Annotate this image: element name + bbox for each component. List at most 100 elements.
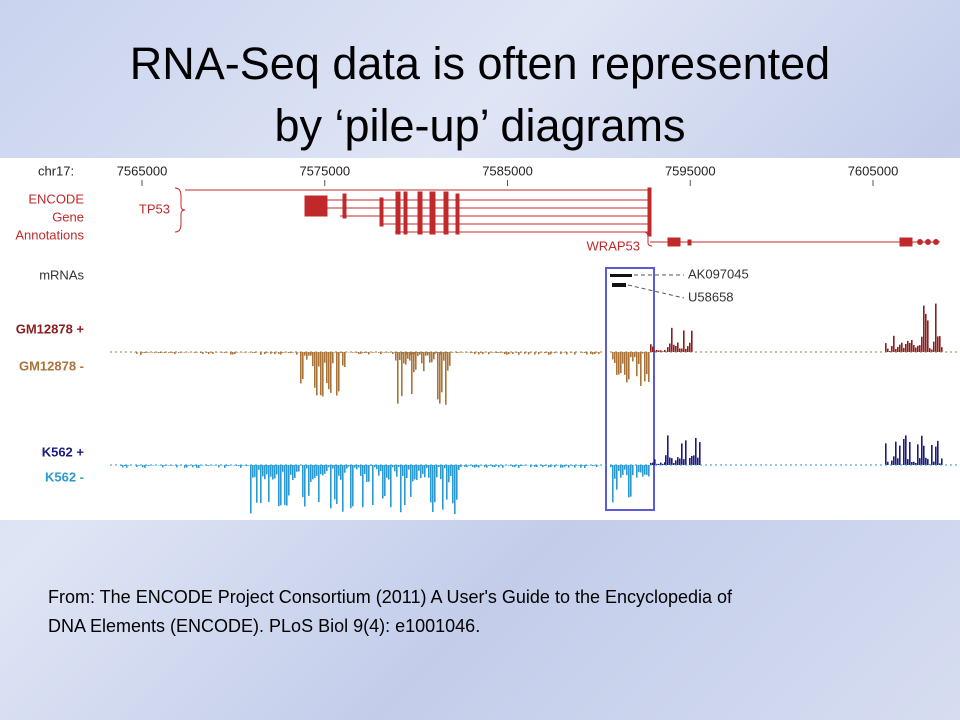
pileup-bar (669, 457, 671, 465)
citation-line: From: The ENCODE Project Consortium (201… (48, 587, 733, 607)
pileup-bar (414, 352, 416, 355)
pileup-bar (192, 465, 194, 468)
pileup-bar (316, 465, 318, 466)
pileup-bar (450, 352, 452, 353)
pileup-bar (184, 352, 186, 353)
pileup-bar (626, 352, 628, 383)
pileup-bar (310, 352, 312, 354)
pileup-bar (478, 352, 480, 355)
pileup-bar (895, 349, 897, 352)
pileup-bar (270, 465, 272, 477)
pileup-bar (895, 441, 897, 465)
pileup-bar (671, 458, 673, 465)
pileup-bar (490, 352, 492, 353)
pileup-bar (196, 465, 198, 468)
pileup-bar (188, 465, 190, 466)
pileup-bar (436, 465, 438, 466)
pileup-bar (202, 352, 204, 354)
pileup-bar (394, 352, 396, 353)
pileup-bar (640, 352, 642, 386)
pileup-bar (448, 465, 450, 468)
pileup-bar (282, 465, 284, 472)
highlight-box (605, 267, 655, 511)
pileup-bar (903, 439, 905, 465)
pileup-bar (452, 352, 454, 353)
pileup-bar (164, 352, 166, 354)
pileup-bar (905, 435, 907, 465)
position-label: 7595000 (665, 163, 716, 178)
pileup-bar (470, 465, 472, 466)
pileup-bar (695, 437, 697, 465)
pileup-bar (430, 465, 432, 466)
pileup-bar (486, 465, 488, 468)
pileup-bar (929, 464, 931, 465)
pileup-bar (574, 465, 576, 468)
pileup-bar (306, 465, 308, 469)
pileup-bar (126, 465, 128, 468)
pileup-bar (554, 465, 556, 468)
pileup-bar (456, 465, 458, 500)
pileup-bar (582, 465, 584, 466)
pileup-bar (158, 352, 160, 353)
pileup-bar (168, 352, 170, 353)
pileup-bar (542, 465, 544, 468)
pileup-bar (508, 352, 510, 355)
pileup-bar (330, 465, 332, 509)
pileup-bar (636, 465, 638, 478)
pileup-bar (322, 352, 324, 397)
pileup-bar (935, 446, 937, 465)
pileup-bar (270, 352, 272, 354)
pileup-bar (915, 462, 917, 465)
pileup-bar (146, 352, 148, 353)
pileup-bar (927, 320, 929, 352)
pileup-bar (626, 465, 628, 476)
pileup-bar (411, 352, 413, 395)
pileup-bar (909, 441, 911, 465)
pileup-bar (689, 457, 691, 465)
pileup-bar (689, 342, 691, 352)
pileup-bar (610, 465, 612, 468)
pileup-bar (410, 465, 412, 497)
pileup-bar (502, 465, 504, 468)
pileup-bar (472, 352, 474, 353)
pileup-bar (348, 465, 350, 467)
pileup-bar (691, 455, 693, 465)
pileup-bar (624, 465, 626, 470)
pileup-bar (530, 352, 532, 353)
pileup-bar (264, 352, 266, 355)
pileup-bar (262, 465, 264, 477)
pileup-bar (418, 465, 420, 466)
pileup-bar (636, 352, 638, 377)
pileup-bar (428, 465, 430, 467)
pileup-bar (658, 350, 660, 352)
pileup-bar (683, 330, 685, 352)
pileup-bar (652, 346, 654, 352)
pileup-bar (628, 352, 630, 380)
pileup-bar (304, 352, 306, 354)
pileup-bar (358, 465, 360, 468)
pileup-bar (919, 458, 921, 465)
pileup-bar (917, 444, 919, 465)
pileup-bar (292, 465, 294, 481)
pileup-bar (180, 352, 182, 353)
pileup-bar (264, 465, 266, 480)
pileup-bar (392, 352, 394, 354)
pileup-bar (677, 457, 679, 465)
pileup-bar (454, 465, 456, 515)
pileup-bar (915, 347, 917, 352)
pileup-bar (432, 465, 434, 513)
pileup-bar (262, 465, 264, 466)
pileup-bar (422, 352, 424, 353)
pileup-bar (228, 465, 230, 466)
pileup-bar (654, 350, 656, 352)
pileup-bar (572, 465, 574, 466)
pileup-bar (186, 465, 188, 468)
pileup-bar (544, 352, 546, 354)
pileup-bar (282, 352, 284, 353)
pileup-bar (382, 465, 384, 499)
pileup-bar (200, 352, 202, 353)
pileup-bar (212, 352, 214, 354)
pileup-bar (326, 465, 328, 468)
pileup-bar (490, 465, 492, 466)
pileup-bar (913, 345, 915, 352)
